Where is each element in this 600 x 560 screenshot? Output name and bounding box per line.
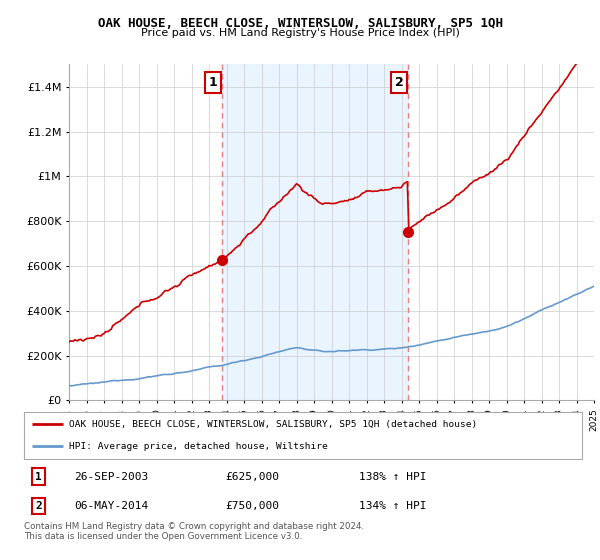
Text: OAK HOUSE, BEECH CLOSE, WINTERSLOW, SALISBURY, SP5 1QH: OAK HOUSE, BEECH CLOSE, WINTERSLOW, SALI… — [97, 17, 503, 30]
Text: 2: 2 — [395, 76, 403, 89]
Text: Price paid vs. HM Land Registry's House Price Index (HPI): Price paid vs. HM Land Registry's House … — [140, 28, 460, 38]
Text: Contains HM Land Registry data © Crown copyright and database right 2024.
This d: Contains HM Land Registry data © Crown c… — [24, 522, 364, 542]
Text: HPI: Average price, detached house, Wiltshire: HPI: Average price, detached house, Wilt… — [68, 442, 328, 451]
Text: 06-MAY-2014: 06-MAY-2014 — [74, 501, 148, 511]
Text: 26-SEP-2003: 26-SEP-2003 — [74, 472, 148, 482]
Text: 1: 1 — [209, 76, 217, 89]
Text: 2: 2 — [35, 501, 42, 511]
Text: £625,000: £625,000 — [225, 472, 279, 482]
Text: 1: 1 — [35, 472, 42, 482]
Text: 134% ↑ HPI: 134% ↑ HPI — [359, 501, 426, 511]
Text: OAK HOUSE, BEECH CLOSE, WINTERSLOW, SALISBURY, SP5 1QH (detached house): OAK HOUSE, BEECH CLOSE, WINTERSLOW, SALI… — [68, 420, 477, 429]
Bar — [222, 64, 407, 400]
Text: £750,000: £750,000 — [225, 501, 279, 511]
Text: 138% ↑ HPI: 138% ↑ HPI — [359, 472, 426, 482]
